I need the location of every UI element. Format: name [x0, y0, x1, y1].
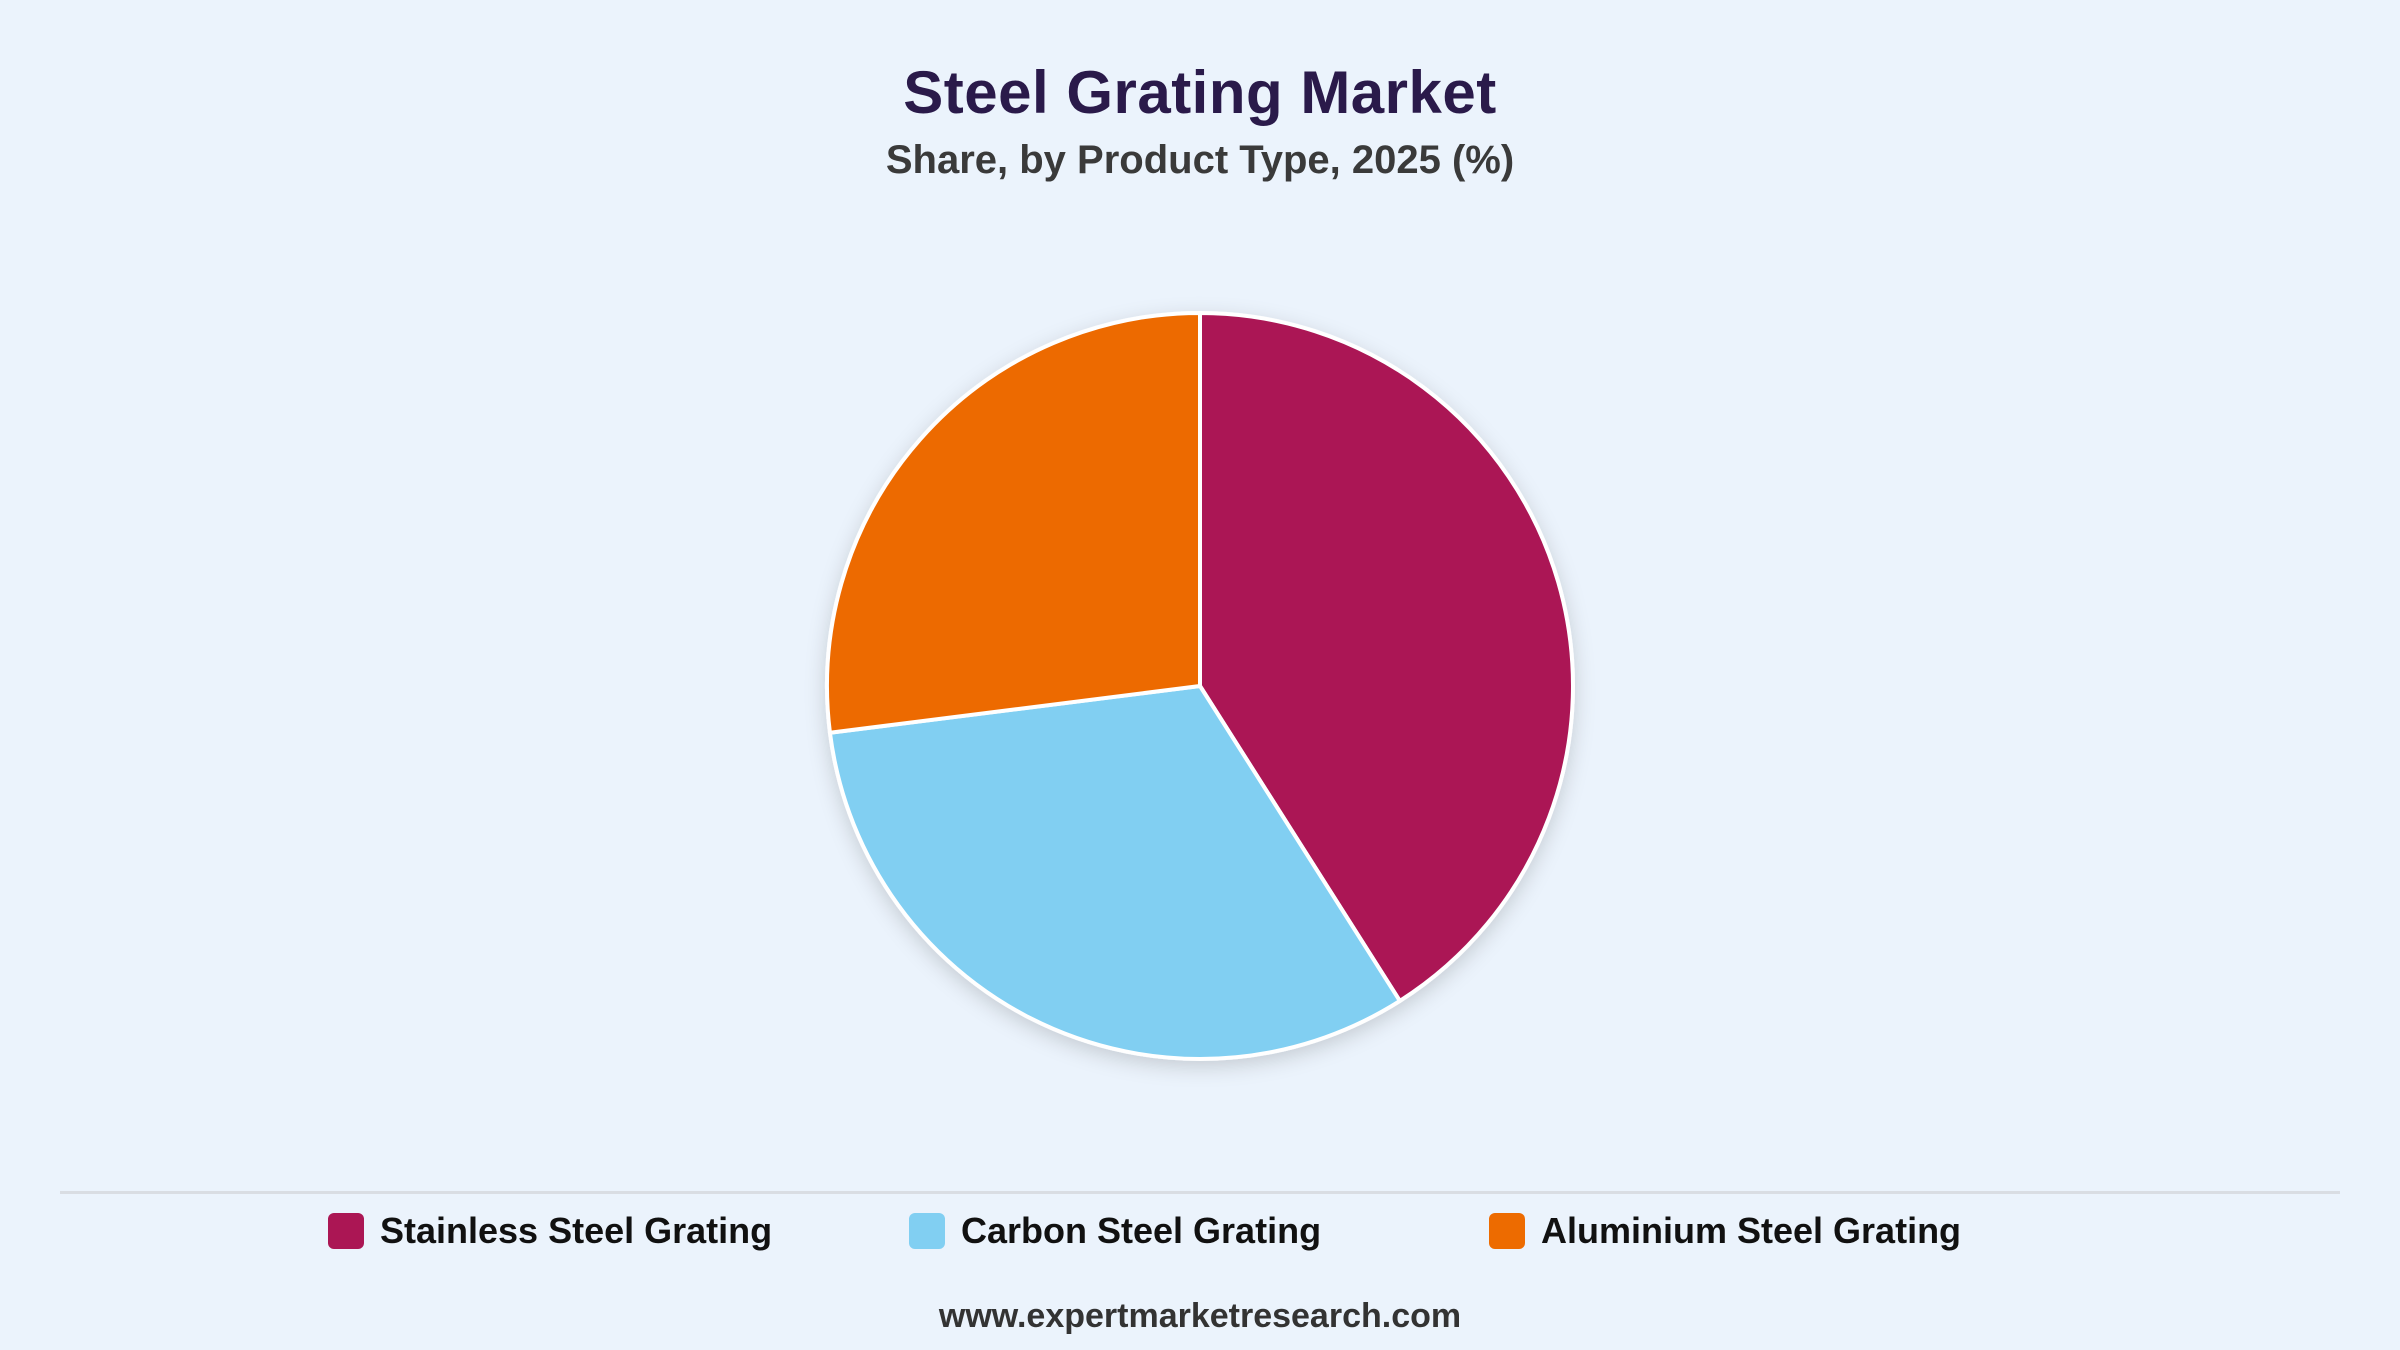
legend-item-stainless-steel-grating[interactable]: Stainless Steel Grating: [328, 1205, 772, 1257]
pie-slice-carbon-steel-grating[interactable]: [827, 684, 1402, 1061]
legend-item-carbon-steel-grating[interactable]: Carbon Steel Grating: [909, 1205, 1321, 1257]
chart-title: Steel Grating Market: [903, 59, 1497, 126]
legend-label: Stainless Steel Grating: [380, 1210, 773, 1251]
pie-slice-aluminium-steel-grating[interactable]: [824, 311, 1202, 735]
chart-subtitle: Share, by Product Type, 2025 (%): [885, 138, 1515, 182]
legend-divider: [60, 1191, 2340, 1194]
legend-swatch-carbon: [909, 1213, 945, 1249]
legend-swatch-aluminium: [1489, 1213, 1525, 1249]
legend-label: Carbon Steel Grating: [961, 1210, 1322, 1251]
legend-label: Aluminium Steel Grating: [1541, 1210, 1962, 1251]
legend: Stainless Steel Grating Carbon Steel Gra…: [0, 1205, 2400, 1257]
legend-swatch-stainless: [328, 1213, 364, 1249]
pie-slice-stainless-steel-grating[interactable]: [1198, 311, 1575, 1003]
source-url[interactable]: www.expertmarketresearch.com: [938, 1297, 1462, 1335]
legend-item-aluminium-steel-grating[interactable]: Aluminium Steel Grating: [1489, 1205, 1961, 1257]
